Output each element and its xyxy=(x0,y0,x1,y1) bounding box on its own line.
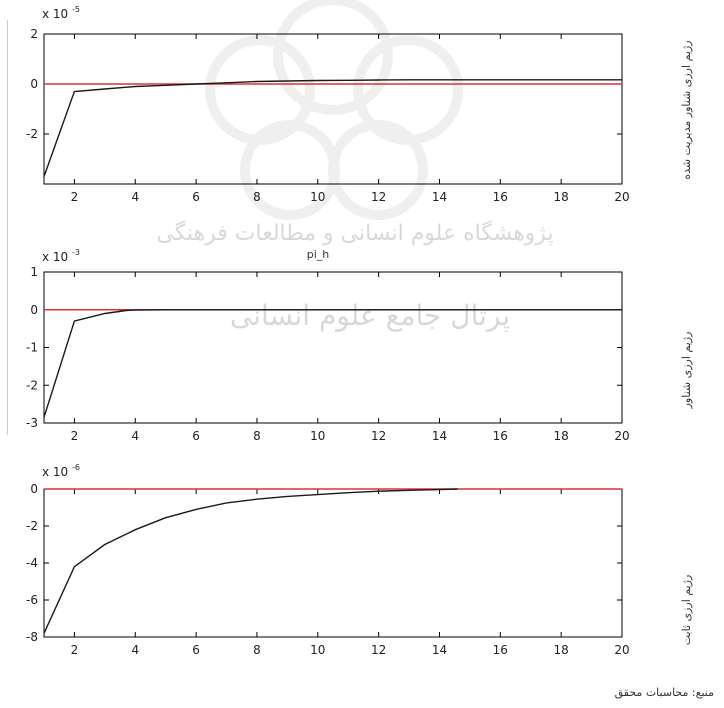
x-tick-label: 2 xyxy=(71,643,79,657)
exponent-value: -3 xyxy=(72,248,80,257)
x-tick-label: 14 xyxy=(432,190,447,204)
y-tick-label: -3 xyxy=(26,416,38,430)
x-tick-label: 14 xyxy=(432,643,447,657)
x-tick-label: 2 xyxy=(71,190,79,204)
y-tick-label: -4 xyxy=(26,556,38,570)
panel-fixed: 2 4 6 8 10 12 14 16 18 20 0 -2 -4 -6 -8 x 10 -6 رژیم ارز… xyxy=(26,463,693,657)
x-tick-label: 10 xyxy=(310,643,325,657)
x-tick-label: 16 xyxy=(493,643,508,657)
watermark-text-2: پرتال جامع علوم انسانی xyxy=(230,299,510,332)
y-tick-label: -2 xyxy=(26,378,38,392)
y-tick-label: -8 xyxy=(26,630,38,644)
watermark-text-1: پژوهشگاه علوم انسانی و مطالعات فرهنگی xyxy=(156,220,553,246)
y-tick-label: -6 xyxy=(26,593,38,607)
x-tick-label: 20 xyxy=(614,429,629,443)
y-tick-label: 1 xyxy=(30,265,38,279)
response-line xyxy=(43,488,458,634)
regime-label: رژیم ارزی ثابت xyxy=(680,575,693,646)
y-tick-label: -2 xyxy=(26,127,38,141)
x-tick-label: 12 xyxy=(371,190,386,204)
x-tick-label: 18 xyxy=(554,643,569,657)
x-tick-label: 4 xyxy=(131,190,139,204)
y-tick-label: 0 xyxy=(30,303,38,317)
x-tick-label: 2 xyxy=(71,429,79,443)
y-tick-label: -2 xyxy=(26,519,38,533)
response-line xyxy=(43,79,622,177)
x-tick-label: 12 xyxy=(371,643,386,657)
exponent-label: x 10 -3 xyxy=(42,248,80,264)
axes-box xyxy=(43,488,623,638)
x-tick-label: 8 xyxy=(253,190,261,204)
regime-label: رژیم ارزی شناور xyxy=(680,332,693,410)
exponent-value: -6 xyxy=(72,463,80,472)
axes-box xyxy=(43,33,623,185)
x-tick-label: 8 xyxy=(253,429,261,443)
x-tick-label: 12 xyxy=(371,429,386,443)
exponent-label: x 10 -6 xyxy=(42,463,80,479)
regime-label: رژیم ارزی شناور مدیریت شده xyxy=(680,40,693,179)
exponent-label: x 10 -5 xyxy=(42,5,80,21)
x-tick-label: 10 xyxy=(310,190,325,204)
panel-title: pi_h xyxy=(307,248,330,261)
x-tick-label: 8 xyxy=(253,643,261,657)
x-tick-label: 14 xyxy=(432,429,447,443)
x-tick-label: 10 xyxy=(310,429,325,443)
response-line xyxy=(43,309,622,418)
x-tick-label: 18 xyxy=(554,429,569,443)
x-tick-label: 16 xyxy=(493,429,508,443)
x-tick-label: 20 xyxy=(614,643,629,657)
y-tick-label: -1 xyxy=(26,341,38,355)
y-tick-label: 2 xyxy=(30,27,38,41)
x-tick-label: 4 xyxy=(131,643,139,657)
x-tick-label: 16 xyxy=(493,190,508,204)
x-tick-label: 20 xyxy=(614,190,629,204)
axes-box xyxy=(43,271,623,424)
x-tick-label: 6 xyxy=(192,190,200,204)
left-border-line xyxy=(7,20,8,435)
source-note: منبع: محاسبات محقق xyxy=(614,686,714,699)
y-tick-label: 0 xyxy=(30,77,38,91)
x-tick-label: 6 xyxy=(192,429,200,443)
y-tick-label: 0 xyxy=(30,482,38,496)
x-tick-label: 18 xyxy=(554,190,569,204)
watermark: پژوهشگاه علوم انسانی و مطالعات فرهنگی پر… xyxy=(156,0,554,332)
exponent-value: -5 xyxy=(72,5,80,14)
x-tick-label: 4 xyxy=(131,429,139,443)
x-tick-label: 6 xyxy=(192,643,200,657)
